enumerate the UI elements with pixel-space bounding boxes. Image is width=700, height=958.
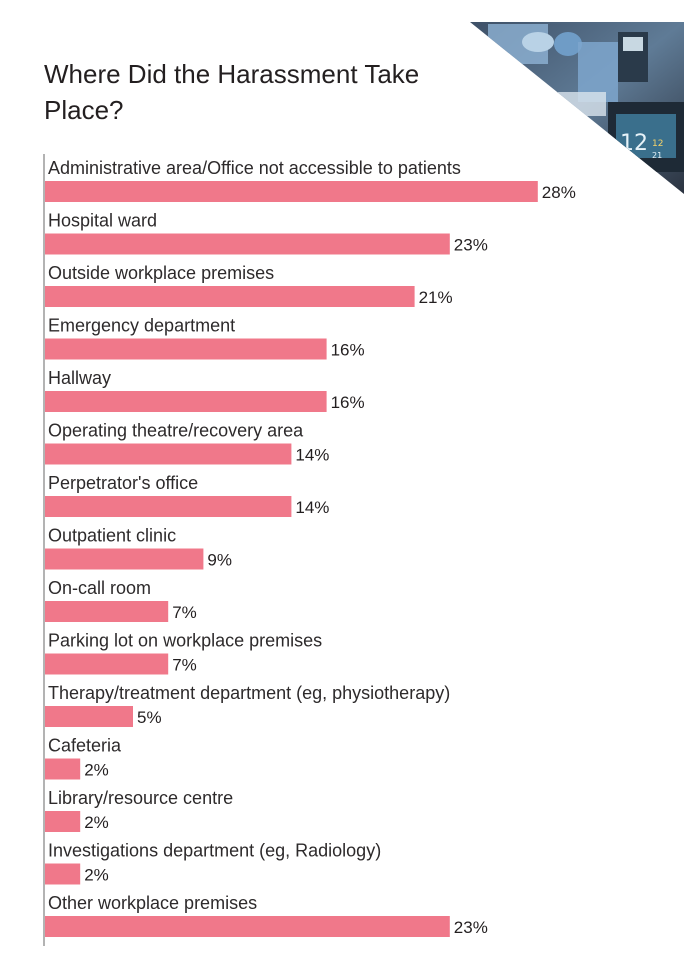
value-label: 5% xyxy=(137,708,162,727)
value-label: 23% xyxy=(454,236,488,255)
category-label: Outside workplace premises xyxy=(48,263,274,283)
category-label: Administrative area/Office not accessibl… xyxy=(48,158,461,178)
bar xyxy=(45,863,81,885)
bar xyxy=(45,496,292,517)
category-label: Operating theatre/recovery area xyxy=(48,421,304,441)
bar xyxy=(45,548,204,570)
value-label: 16% xyxy=(331,393,365,412)
bar xyxy=(45,286,415,307)
bar xyxy=(45,391,327,412)
value-label: 2% xyxy=(84,866,109,885)
value-label: 16% xyxy=(331,341,365,360)
chart-title: Where Did the Harassment Take Place? xyxy=(44,59,420,125)
svg-text:21: 21 xyxy=(652,151,662,160)
category-label: Perpetrator's office xyxy=(48,473,198,493)
bar xyxy=(45,706,133,727)
svg-text:12: 12 xyxy=(652,139,663,149)
value-label: 21% xyxy=(419,288,453,307)
value-label: 14% xyxy=(295,498,329,517)
bar xyxy=(45,338,327,360)
bar xyxy=(45,233,450,255)
bar xyxy=(45,601,169,622)
category-label: Cafeteria xyxy=(48,736,122,756)
category-label: Outpatient clinic xyxy=(48,526,176,546)
category-label: Investigations department (eg, Radiology… xyxy=(48,841,381,861)
bar xyxy=(45,181,538,202)
value-label: 2% xyxy=(84,761,109,780)
value-label: 9% xyxy=(207,551,232,570)
category-label: Hospital ward xyxy=(48,211,157,231)
value-label: 2% xyxy=(84,813,109,832)
value-label: 23% xyxy=(454,918,488,937)
hospital-photo: 12 12 21 xyxy=(470,22,684,194)
category-label: Library/resource centre xyxy=(48,788,233,808)
category-label: Emergency department xyxy=(48,316,235,336)
value-label: 28% xyxy=(542,183,576,202)
bar xyxy=(45,916,450,937)
category-label: Parking lot on workplace premises xyxy=(48,631,322,651)
bar xyxy=(45,811,81,832)
value-label: 7% xyxy=(172,656,197,675)
category-label: On-call room xyxy=(48,578,151,598)
category-label: Hallway xyxy=(48,368,111,388)
value-label: 14% xyxy=(295,446,329,465)
bar xyxy=(45,653,169,675)
value-label: 7% xyxy=(172,603,197,622)
category-label: Other workplace premises xyxy=(48,893,257,913)
bar xyxy=(45,443,292,465)
category-label: Therapy/treatment department (eg, physio… xyxy=(48,683,450,703)
bar xyxy=(45,758,81,780)
